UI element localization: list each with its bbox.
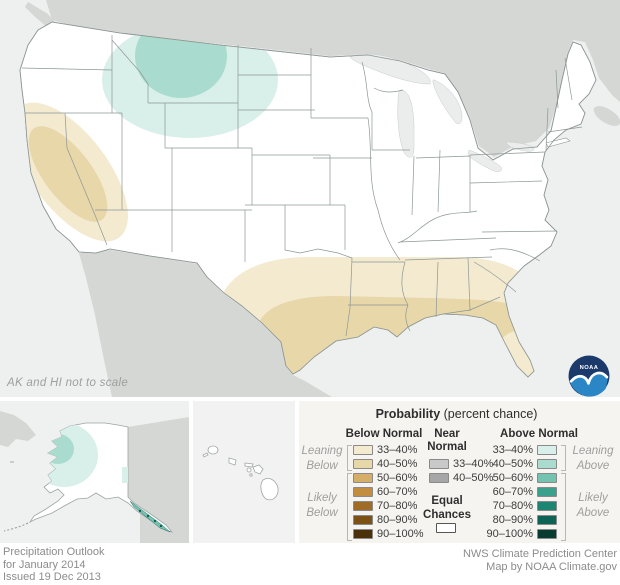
- mexico-landmass: [79, 250, 332, 397]
- group-label-likely-above: Likely Above: [576, 492, 610, 519]
- legend-swatch-above-40-50: [537, 459, 557, 469]
- legend-equal-chances: Equal Chances: [423, 495, 471, 521]
- island-hawaii: [260, 478, 279, 501]
- conus-map: [0, 0, 620, 397]
- footer-source: NWS Climate Prediction Center: [462, 548, 617, 560]
- us-outline: [19, 21, 597, 378]
- bering-island: [10, 461, 14, 463]
- legend-swatch-above-90-100: [537, 529, 557, 539]
- region-east-alaska-patch: [122, 467, 131, 483]
- island-molokai: [244, 462, 254, 468]
- lake-ontario: [505, 141, 535, 152]
- noaa-logo-text: NOAA: [580, 365, 599, 371]
- bottom-row: Probability (percent chance) Below Norma…: [0, 401, 620, 543]
- island-maui: [252, 464, 264, 475]
- footer-credit: Map by NOAA Climate.gov: [486, 561, 617, 573]
- hawaii-inset: [193, 401, 295, 543]
- noaa-logo-graphic: NOAA: [568, 355, 610, 397]
- hawaii-ocean: [193, 401, 295, 543]
- alaska-map: [0, 401, 189, 543]
- legend-swatch-below-70-80: [353, 501, 373, 511]
- island-kauai: [207, 445, 219, 455]
- region-alaska-panhandle: [129, 500, 171, 533]
- legend-swatch-near-33-40: [429, 459, 449, 469]
- footer-issued-date: Issued 19 Dec 2013: [3, 571, 101, 583]
- noaa-logo-wave: [570, 374, 608, 397]
- legend-swatch-above-70-80: [537, 501, 557, 511]
- legend-title-bold: Probability: [375, 407, 441, 421]
- island-oahu: [228, 457, 237, 466]
- russia-landmass: [0, 411, 36, 447]
- legend-swatch-below-50-60: [353, 473, 373, 483]
- bracket-likely-above: [561, 473, 566, 541]
- lake-superior: [349, 53, 431, 85]
- footer-period: for January 2014: [3, 558, 86, 571]
- noaa-seagull-icon: [569, 371, 609, 385]
- canada-landmass: [46, 0, 620, 157]
- lake-huron: [432, 79, 463, 125]
- footer-attribution-right: NWS Climate Prediction Center Map by NOA…: [463, 548, 617, 574]
- noaa-logo: NOAA: [568, 355, 610, 397]
- map-note: AK and HI not to scale: [7, 377, 129, 389]
- legend-panel: Probability (percent chance) Below Norma…: [299, 401, 620, 543]
- legend-swatch-near-40-50: [429, 473, 449, 483]
- legend-swatch-above-60-70: [537, 487, 557, 497]
- group-label-leaning-above: Leaning Above: [572, 445, 614, 472]
- legend-title: Probability (percent chance): [299, 407, 614, 421]
- legend-swatch-below-40-50: [353, 459, 373, 469]
- footer-attribution-left: Precipitation Outlook for January 2014 I…: [3, 546, 105, 584]
- lake-erie: [467, 149, 502, 172]
- alaska-inset: [0, 401, 189, 543]
- island-niihau: [202, 452, 209, 458]
- group-label-leaning-below: Leaning Below: [301, 445, 343, 472]
- aleutian-islands: [3, 522, 29, 532]
- footer: Precipitation Outlook for January 2014 I…: [0, 543, 620, 585]
- legend-swatch-above-80-90: [537, 515, 557, 525]
- legend-swatch-above-50-60: [537, 473, 557, 483]
- lake-michigan: [397, 89, 415, 158]
- long-island: [545, 137, 571, 148]
- island-kahoolawe: [249, 473, 253, 477]
- legend-swatch-equal-chances: [436, 523, 456, 533]
- bracket-likely-below: [347, 473, 352, 541]
- great-lakes: [349, 53, 535, 172]
- panhandle-islands: [138, 509, 163, 528]
- group-label-likely-below: Likely Below: [306, 492, 338, 519]
- legend-swatch-below-90-100: [353, 529, 373, 539]
- legend-header-below-normal: Below Normal: [345, 428, 423, 440]
- nova-scotia: [593, 106, 620, 126]
- hawaii-map: [193, 401, 295, 543]
- vancouver-island: [25, 2, 58, 28]
- hawaiian-islands: [202, 445, 279, 501]
- legend-swatch-below-60-70: [353, 487, 373, 497]
- legend-swatch-above-33-40: [537, 445, 557, 455]
- island-lanai: [246, 467, 252, 473]
- legend-header-above-normal: Above Normal: [500, 428, 578, 440]
- footer-title: Precipitation Outlook: [3, 546, 105, 558]
- bracket-leaning-above: [561, 445, 566, 471]
- state-borders: [21, 35, 583, 337]
- legend-title-note: (percent chance): [440, 407, 538, 421]
- legend-swatch-below-80-90: [353, 515, 373, 525]
- legend-header-near-normal: Near Normal: [427, 428, 467, 453]
- bracket-leaning-below: [347, 445, 352, 471]
- legend-swatch-below-33-40: [353, 445, 373, 455]
- conus-map-panel: AK and HI not to scale NOAA: [0, 0, 620, 397]
